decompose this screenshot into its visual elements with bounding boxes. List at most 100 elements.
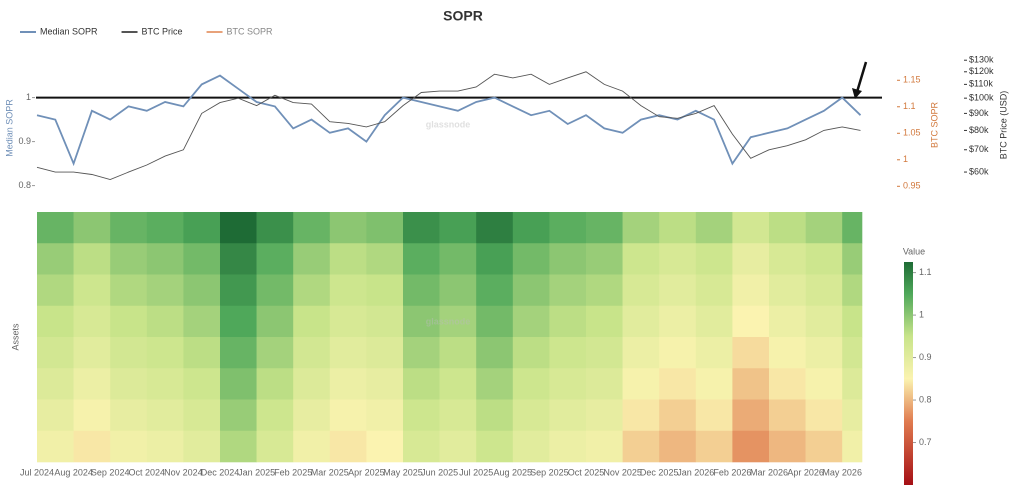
heatmap-cell (805, 243, 843, 275)
heatmap-cell (366, 430, 404, 463)
y3-tick-label: $120k (969, 66, 994, 76)
x-tick-label: Dec 2025 (640, 467, 679, 477)
heatmap-cell (622, 274, 660, 307)
heatmap-cell (586, 337, 623, 369)
x-tick-label: Jun 2025 (421, 467, 458, 477)
heatmap-cell (403, 368, 440, 400)
y2-tick-label: 1.05 (903, 128, 921, 138)
heatmap-cell (73, 305, 111, 338)
heatmap-cell (256, 212, 294, 244)
y3-tick-label: $110k (969, 79, 993, 89)
heatmap-cell (695, 399, 733, 432)
heatmap-cell (769, 430, 806, 463)
heatmap-cell (110, 399, 148, 432)
x-tick-label: Jul 2024 (20, 467, 54, 477)
heatmap-cell (512, 337, 550, 369)
heatmap-cell (549, 212, 587, 244)
y3-axis-title: BTC Price (USD) (998, 91, 1008, 160)
heatmap-cell (73, 368, 111, 400)
heatmap-cell (293, 368, 331, 400)
heatmap-cell (732, 337, 770, 369)
heatmap-cell (439, 399, 477, 432)
heatmap-cell (293, 430, 331, 463)
heatmap-cell (549, 337, 587, 369)
annotation-arrowhead (852, 88, 862, 99)
legend-label: BTC SOPR (227, 26, 274, 36)
heatmap-cell (695, 368, 733, 400)
heatmap-cell (622, 368, 660, 400)
heatmap-cell (805, 368, 843, 400)
heatmap-cell (37, 337, 74, 369)
heatmap-cell (366, 399, 404, 432)
heatmap-cell (293, 274, 331, 307)
y2-tick-label: 1 (903, 154, 908, 164)
heatmap-cell (512, 274, 550, 307)
heatmap-cell (842, 274, 863, 307)
heatmap-cell (549, 368, 587, 400)
heatmap-cell (183, 399, 221, 432)
heatmap-cell (476, 399, 514, 432)
x-tick-label: Oct 2024 (129, 467, 166, 477)
heatmap-cell (732, 368, 770, 400)
heatmap-cell (586, 305, 623, 338)
legend-item: Median SOPR (20, 26, 98, 36)
heatmap-cell (439, 368, 477, 400)
heatmap-cell (110, 368, 148, 400)
heatmap-cell (183, 305, 221, 338)
y3-tick-label: $130k (969, 55, 994, 65)
heatmap-cell (622, 430, 660, 463)
heatmap-cell (732, 243, 770, 275)
heatmap-cell (220, 212, 257, 244)
x-tick-label: Apr 2026 (787, 467, 824, 477)
heatmap-cell (37, 368, 74, 400)
heatmap-cell (329, 337, 367, 369)
heatmap-cell (146, 305, 184, 338)
heatmap-cell (695, 274, 733, 307)
y-tick-label: 0.9 (18, 136, 31, 146)
heatmap-cell (146, 368, 184, 400)
heatmap-cell (695, 430, 733, 463)
heatmap-cell (329, 399, 367, 432)
heatmap-cell (769, 305, 806, 338)
x-tick-label: Feb 2026 (713, 467, 751, 477)
x-tick-label: May 2025 (383, 467, 423, 477)
heatmap-cell (403, 399, 440, 432)
x-tick-label: Nov 2025 (603, 467, 642, 477)
heatmap-cell (183, 430, 221, 463)
heatmap-y-title: Assets (10, 323, 20, 351)
heatmap-cell (769, 212, 806, 244)
heatmap-cell (256, 274, 294, 307)
heatmap-cell (476, 305, 514, 338)
heatmap-cell (805, 430, 843, 463)
heatmap-cell (37, 305, 74, 338)
colorbar-tick-label: 1.1 (919, 267, 932, 277)
x-tick-label: Aug 2024 (54, 467, 93, 477)
heatmap-cell (659, 305, 697, 338)
heatmap-cell (146, 337, 184, 369)
heatmap-cell (769, 243, 806, 275)
heatmap-cell (146, 399, 184, 432)
heatmap-cell (366, 305, 404, 338)
heatmap-cell (73, 399, 111, 432)
heatmap-cell (366, 274, 404, 307)
heatmap-cell (659, 337, 697, 369)
heatmap-cell (842, 243, 863, 275)
heatmap-cell (476, 212, 514, 244)
heatmap-cell (110, 305, 148, 338)
legend-label: BTC Price (142, 26, 183, 36)
x-tick-label: Jan 2026 (677, 467, 714, 477)
y2-tick-label: 1.1 (903, 101, 916, 111)
heatmap-cell (842, 399, 863, 432)
heatmap-cell (329, 274, 367, 307)
x-tick-label: Feb 2025 (274, 467, 312, 477)
heatmap-cell (220, 399, 257, 432)
heatmap-cell (183, 337, 221, 369)
heatmap-cell (110, 212, 148, 244)
colorbar-tick-label: 0.9 (919, 352, 932, 362)
x-tick-label: May 2026 (822, 467, 862, 477)
heatmap-cell (366, 337, 404, 369)
series-line (36, 71, 861, 180)
heatmap-cell (805, 305, 843, 338)
heatmap-cell (293, 243, 331, 275)
y2-tick-label: 1.15 (903, 75, 921, 85)
